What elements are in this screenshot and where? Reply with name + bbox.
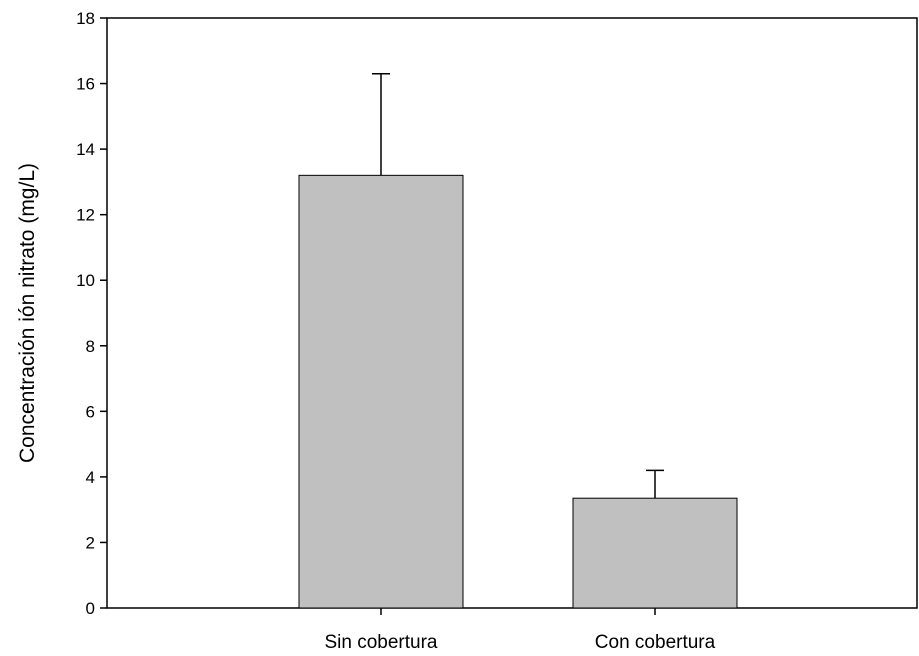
bar [572, 497, 738, 609]
y-tick-label: 2 [86, 533, 95, 552]
y-tick-label: 0 [86, 599, 95, 618]
y-tick-label: 16 [76, 75, 95, 94]
x-tick-label: Con cobertura [595, 632, 716, 653]
y-axis-title: Concentración ión nitrato (mg/L) [16, 163, 39, 463]
y-tick-label: 4 [86, 468, 95, 487]
plot-frame [106, 17, 918, 609]
y-tick-label: 6 [86, 402, 95, 421]
y-tick-label: 8 [86, 337, 95, 356]
x-tick-label: Sin cobertura [324, 632, 437, 653]
y-tick-label: 18 [76, 9, 95, 28]
bar [298, 174, 464, 609]
y-tick-label: 10 [76, 271, 95, 290]
y-tick-label: 12 [76, 206, 95, 225]
y-tick-label: 14 [76, 140, 95, 159]
